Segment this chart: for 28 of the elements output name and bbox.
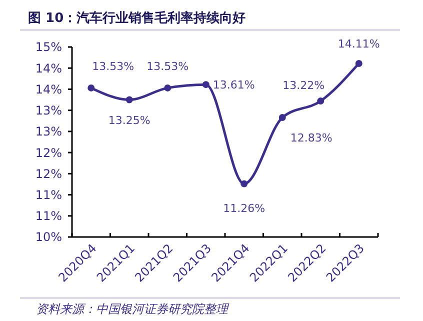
data-label: 13.22% xyxy=(282,79,325,92)
y-tick-label: 10% xyxy=(35,230,62,244)
point xyxy=(202,81,210,88)
data-label: 13.53% xyxy=(92,60,134,73)
y-tick-label: 12% xyxy=(35,146,62,160)
data-label: 12.83% xyxy=(290,132,332,145)
point xyxy=(126,96,133,104)
data-label: 11.26% xyxy=(223,202,266,215)
data-label: 14.11% xyxy=(338,37,380,50)
chart-title: 图 10：汽车行业销售毛利率持续向好 xyxy=(28,10,246,26)
data-label: 13.61% xyxy=(212,78,255,92)
y-tick-label: 11% xyxy=(35,188,62,202)
point xyxy=(355,60,362,67)
point xyxy=(240,180,248,188)
point xyxy=(164,84,172,92)
point xyxy=(88,84,95,92)
y-tick-label: 11% xyxy=(35,209,62,224)
y-tick-label: 13% xyxy=(35,124,62,139)
y-tick-label: 14% xyxy=(35,61,62,76)
y-tick-label: 13% xyxy=(35,104,62,118)
y-tick-label: 14% xyxy=(35,82,62,96)
point xyxy=(317,98,324,105)
data-label: 13.53% xyxy=(146,60,189,73)
data-label: 13.25% xyxy=(108,114,150,127)
y-tick-label: 12% xyxy=(35,166,62,181)
text: 资料来源：中国银河证券研究院整理 xyxy=(36,302,230,316)
y-tick-label: 15% xyxy=(35,40,62,54)
point xyxy=(278,114,286,122)
